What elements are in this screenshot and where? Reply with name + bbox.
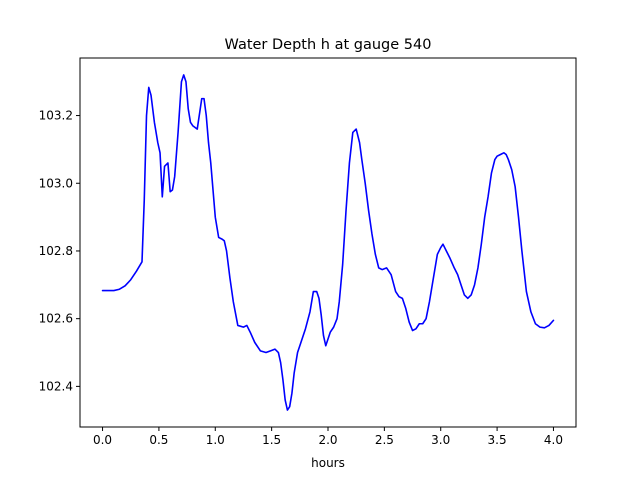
plot-area — [79, 57, 577, 428]
x-tick-label: 2.0 — [318, 433, 337, 447]
x-tick-label: 0.0 — [93, 433, 112, 447]
x-tick-label: 3.5 — [488, 433, 507, 447]
plot-frame — [79, 57, 577, 428]
x-tick-label: 1.0 — [206, 433, 225, 447]
y-tick-label: 102.6 — [39, 312, 73, 326]
y-tick-label: 102.4 — [39, 379, 73, 393]
x-tick-label: 2.5 — [375, 433, 394, 447]
x-tick-label: 1.5 — [262, 433, 281, 447]
x-tick-label: 4.0 — [544, 433, 563, 447]
x-tick-label: 0.5 — [149, 433, 168, 447]
series-line — [101, 74, 555, 411]
x-axis-label: hours — [311, 456, 345, 470]
y-axis-ticks: 102.4 102.6 102.8 103.0 103.2 — [39, 109, 80, 393]
y-tick-label: 103.2 — [39, 109, 73, 123]
y-tick-label: 103.0 — [39, 176, 73, 190]
y-tick-label: 102.8 — [39, 244, 73, 258]
x-axis-ticks: 0.0 0.5 1.0 1.5 2.0 2.5 3.0 3.5 4.0 — [93, 427, 563, 447]
x-tick-label: 3.0 — [431, 433, 450, 447]
chart-title: Water Depth h at gauge 540 — [225, 37, 432, 53]
